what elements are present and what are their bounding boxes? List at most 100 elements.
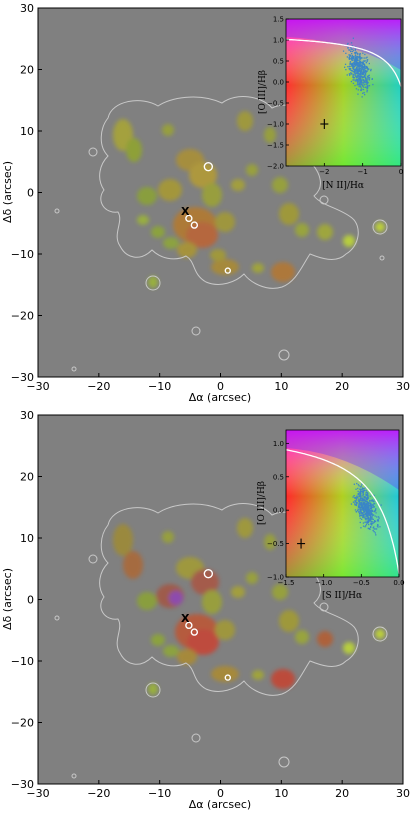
y-tick-label: 30 xyxy=(20,2,34,15)
scatter-point xyxy=(351,62,354,65)
y-axis-label: Δδ (arcsec) xyxy=(1,568,14,630)
scatter-point xyxy=(358,504,360,506)
error-cross xyxy=(297,538,306,549)
scatter-point xyxy=(358,496,360,498)
scatter-point xyxy=(351,45,354,47)
scatter-point xyxy=(365,507,367,509)
scatter-point xyxy=(352,49,355,51)
scatter-point xyxy=(358,68,361,71)
region-circles xyxy=(185,568,232,681)
x-tick-label: −10 xyxy=(148,787,171,800)
scatter-point xyxy=(361,83,363,85)
scatter-point xyxy=(367,496,369,498)
scatter-point xyxy=(362,88,365,91)
scatter-point xyxy=(361,512,363,515)
scatter-point xyxy=(352,57,354,59)
scatter-point xyxy=(363,80,365,82)
scatter-point xyxy=(372,83,374,86)
scatter-point xyxy=(361,57,363,59)
scatter-point xyxy=(362,85,364,87)
scatter-point xyxy=(367,493,369,495)
scatter-point xyxy=(365,518,367,520)
inset-bpt-nii: −2 −1 0 1.5 1.0 0.5 0.0 −0.5 −1.0 −1.5 −2.0 [N II… xyxy=(258,16,403,192)
scatter-point xyxy=(365,67,367,69)
inset-bpt-sii: −1.5 −1.0 −0.5 0.0 1.00.50.0−0.5−1.0 [S II]… xyxy=(257,429,405,601)
scatter-point xyxy=(367,506,369,508)
scatter-point xyxy=(360,488,362,491)
scatter-point xyxy=(359,503,361,505)
inset-y-tick-label: 0.0 xyxy=(273,79,284,87)
scatter-point xyxy=(355,498,357,500)
scatter-point xyxy=(358,511,360,513)
scatter-point xyxy=(356,55,358,57)
scatter-point xyxy=(351,73,353,75)
scatter-point xyxy=(365,83,367,85)
scatter-point xyxy=(346,44,349,46)
inset-y-tick-label: −0.5 xyxy=(267,100,284,108)
x-tick-label: −20 xyxy=(87,787,110,800)
scatter-point xyxy=(362,61,364,64)
scatter-point xyxy=(362,84,364,86)
scatter-point xyxy=(367,521,370,523)
scatter-point xyxy=(375,508,377,510)
scatter-point xyxy=(368,502,370,504)
scatter-point xyxy=(362,506,364,508)
scatter-point xyxy=(373,503,376,505)
scatter-point xyxy=(354,65,356,67)
scatter-point xyxy=(364,72,367,74)
scatter-point xyxy=(365,510,367,512)
scatter-point xyxy=(367,495,369,497)
scatter-point xyxy=(362,525,365,527)
scatter-point xyxy=(372,506,374,508)
scatter-point xyxy=(360,507,362,509)
x-marker: X xyxy=(181,205,190,218)
scatter-point xyxy=(357,508,359,510)
scatter-point xyxy=(355,61,357,63)
scatter-point xyxy=(362,493,365,495)
scatter-point xyxy=(363,510,365,512)
scatter-point xyxy=(353,64,356,66)
scatter-point xyxy=(351,64,353,66)
scatter-point xyxy=(364,68,366,70)
scatter-point xyxy=(362,489,364,491)
scatter-point xyxy=(370,70,372,72)
scatter-point xyxy=(369,514,371,516)
scatter-point xyxy=(359,499,361,501)
scatter-point xyxy=(359,84,361,86)
scatter-point xyxy=(365,71,367,74)
y-tick-label: −10 xyxy=(11,248,34,261)
scatter-point xyxy=(359,75,362,78)
scatter-point xyxy=(367,492,369,494)
demarcation-curve xyxy=(285,38,402,87)
region-circle xyxy=(224,674,232,681)
scatter-point xyxy=(359,517,361,519)
scatter-point xyxy=(357,81,359,83)
scatter-point xyxy=(359,491,362,493)
scatter-point xyxy=(352,62,354,64)
scatter-point xyxy=(350,63,353,65)
scatter-point xyxy=(361,64,363,67)
x-tick-label: −30 xyxy=(26,787,49,800)
scatter-point xyxy=(363,516,365,518)
scatter-point xyxy=(376,519,379,522)
scatter-point xyxy=(368,507,370,509)
scatter-point xyxy=(360,71,362,73)
scatter-point xyxy=(373,494,375,496)
scatter-point xyxy=(373,531,375,533)
scatter-point xyxy=(367,502,369,505)
scatter-point xyxy=(363,515,365,517)
scatter-point xyxy=(365,513,367,515)
scatter-point xyxy=(347,42,349,45)
scatter-point xyxy=(354,80,357,82)
scatter-point xyxy=(360,505,363,508)
scatter-point xyxy=(362,514,364,516)
scatter-point xyxy=(359,72,362,74)
scatter-point xyxy=(362,507,364,509)
scatter-point xyxy=(364,77,367,80)
scatter-point xyxy=(362,79,364,81)
scatter-point xyxy=(352,79,354,81)
scatter-point xyxy=(355,511,357,513)
x-tick-label: −30 xyxy=(26,380,49,393)
scatter-point xyxy=(361,498,363,500)
scatter-point xyxy=(370,510,372,512)
